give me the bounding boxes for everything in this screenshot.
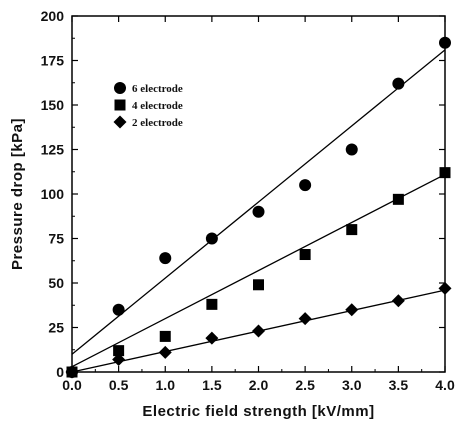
data-point <box>205 232 218 245</box>
legend-marker <box>114 82 126 94</box>
data-point <box>158 345 172 359</box>
series-fit-line <box>71 173 446 368</box>
data-point <box>112 353 126 367</box>
x-tick-label: 3.0 <box>342 377 362 393</box>
y-tick-label: 150 <box>41 97 65 113</box>
data-point <box>392 193 404 205</box>
data-point <box>346 224 358 236</box>
data-point <box>253 279 264 291</box>
legend-label: 4 electrode <box>132 100 183 112</box>
y-tick-label: 175 <box>41 53 65 69</box>
y-tick-label: 200 <box>41 8 65 24</box>
data-point <box>65 365 79 379</box>
x-tick-label: 4.0 <box>435 377 455 393</box>
data-point <box>299 249 311 261</box>
y-tick-label: 50 <box>48 275 64 291</box>
y-tick-label: 25 <box>48 320 64 336</box>
data-point <box>205 331 219 345</box>
x-axis-title: Electric field strength [kV/mm] <box>142 403 374 420</box>
series-fit-line <box>71 49 446 355</box>
x-tick-label: 1.5 <box>202 377 222 393</box>
data-point <box>298 312 312 326</box>
y-tick-label: 100 <box>41 186 65 202</box>
legend-label: 6 electrode <box>132 83 183 95</box>
y-tick-label: 125 <box>41 142 65 158</box>
plot-frame <box>71 15 446 373</box>
data-point <box>439 167 451 179</box>
data-point <box>112 303 125 316</box>
data-point <box>252 205 265 218</box>
data-point <box>345 303 359 317</box>
legend-marker <box>113 115 127 129</box>
data-point <box>159 330 171 342</box>
data-point <box>345 143 358 156</box>
x-tick-label: 2.5 <box>295 377 315 393</box>
data-point <box>438 281 452 295</box>
x-tick-label: 1.0 <box>156 377 176 393</box>
data-point <box>392 77 405 90</box>
y-tick-label: 0 <box>56 364 64 380</box>
data-point <box>252 324 265 338</box>
data-point <box>439 36 451 49</box>
data-point <box>391 294 405 308</box>
legend-label: 2 electrode <box>132 117 183 129</box>
x-tick-label: 2.0 <box>249 377 269 393</box>
data-point <box>113 345 125 357</box>
data-point <box>206 298 218 310</box>
y-tick-label: 75 <box>48 231 64 247</box>
x-tick-label: 3.5 <box>389 377 409 393</box>
data-point <box>159 252 172 265</box>
y-axis-title: Pressure drop [kPa] <box>9 118 26 270</box>
x-tick-label: 0.5 <box>109 377 129 393</box>
data-point <box>299 179 312 192</box>
legend-marker <box>114 99 126 111</box>
x-tick-label: 0.0 <box>62 377 82 393</box>
